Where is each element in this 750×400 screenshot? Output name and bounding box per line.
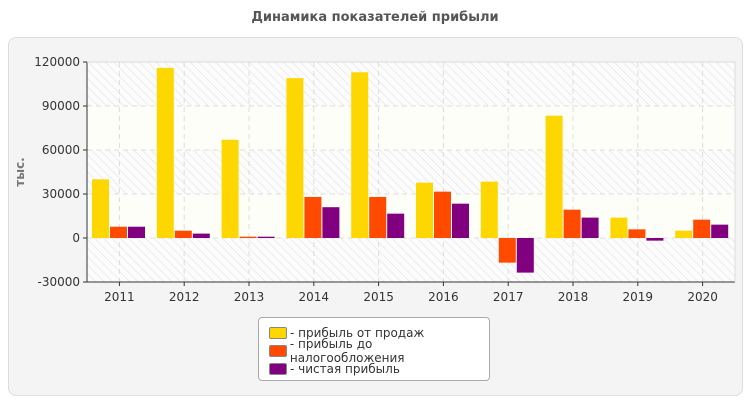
bar-2011-series-2 — [110, 226, 127, 238]
y-tick-label: 0 — [72, 231, 80, 245]
chart-title: Динамика показателей прибыли — [251, 10, 499, 25]
y-tick-label: 120000 — [34, 55, 80, 69]
bar-2013-series-1 — [221, 139, 239, 238]
x-tick-label: 2017 — [493, 290, 524, 304]
x-tick-label: 2020 — [687, 290, 718, 304]
bar-2015-series-3 — [387, 213, 405, 238]
legend-item[interactable]: - чистая прибыль — [259, 360, 489, 378]
legend-item[interactable]: - прибыль от продаж — [259, 324, 489, 342]
bar-2012-series-3 — [192, 233, 210, 238]
bar-2016-series-3 — [452, 203, 469, 238]
x-tick-label: 2014 — [299, 290, 330, 304]
bar-2016-series-2 — [434, 191, 451, 238]
bar-2018-series-1 — [545, 115, 563, 238]
legend-swatch — [269, 363, 287, 375]
bar-2019-series-3 — [646, 238, 664, 241]
x-tick-label: 2011 — [104, 290, 135, 304]
y-tick-label: -30000 — [37, 275, 80, 289]
bar-2017-series-1 — [480, 181, 498, 238]
bar-2015-series-2 — [369, 196, 387, 238]
bar-2020-series-1 — [675, 230, 693, 238]
y-axis-label: тыс. — [13, 157, 27, 186]
x-tick-label: 2015 — [363, 290, 394, 304]
bar-2018-series-2 — [563, 209, 581, 238]
y-tick-label: 60000 — [42, 143, 80, 157]
y-tick-label: 90000 — [42, 99, 80, 113]
bar-2014-series-3 — [322, 207, 340, 238]
legend-swatch — [269, 345, 287, 357]
x-tick-label: 2016 — [428, 290, 459, 304]
legend-item[interactable]: - прибыль до налогообложения — [259, 337, 489, 365]
legend-label: - прибыль до налогообложения — [289, 337, 405, 365]
bar-2015-series-1 — [351, 72, 369, 239]
legend: - прибыль от продаж - прибыль до налогооб… — [258, 317, 490, 381]
plot-band — [87, 106, 735, 150]
bar-2012-series-1 — [156, 67, 174, 238]
bar-2014-series-1 — [286, 78, 304, 238]
bar-2020-series-2 — [693, 219, 711, 238]
bar-2013-series-2 — [239, 236, 257, 238]
bar-2020-series-3 — [711, 224, 729, 238]
bar-2011-series-1 — [92, 179, 109, 238]
y-tick-label: 30000 — [42, 187, 80, 201]
bar-2016-series-1 — [416, 182, 433, 238]
x-tick-label: 2012 — [169, 290, 200, 304]
bar-2013-series-3 — [257, 236, 275, 238]
legend-label: - прибыль от продаж — [290, 326, 425, 340]
bar-2012-series-2 — [174, 230, 192, 238]
legend-label: - чистая прибыль — [290, 362, 400, 376]
bar-2017-series-3 — [516, 238, 534, 273]
x-tick-label: 2019 — [623, 290, 654, 304]
legend-swatch — [269, 327, 287, 339]
x-tick-label: 2013 — [234, 290, 265, 304]
bar-2014-series-2 — [304, 196, 322, 238]
bar-2019-series-1 — [610, 217, 628, 238]
x-tick-label: 2018 — [558, 290, 589, 304]
bar-2019-series-2 — [628, 229, 646, 238]
plot-area — [87, 62, 735, 282]
bar-2017-series-2 — [498, 238, 516, 263]
bar-2018-series-3 — [581, 217, 599, 238]
bar-2011-series-3 — [128, 226, 145, 238]
